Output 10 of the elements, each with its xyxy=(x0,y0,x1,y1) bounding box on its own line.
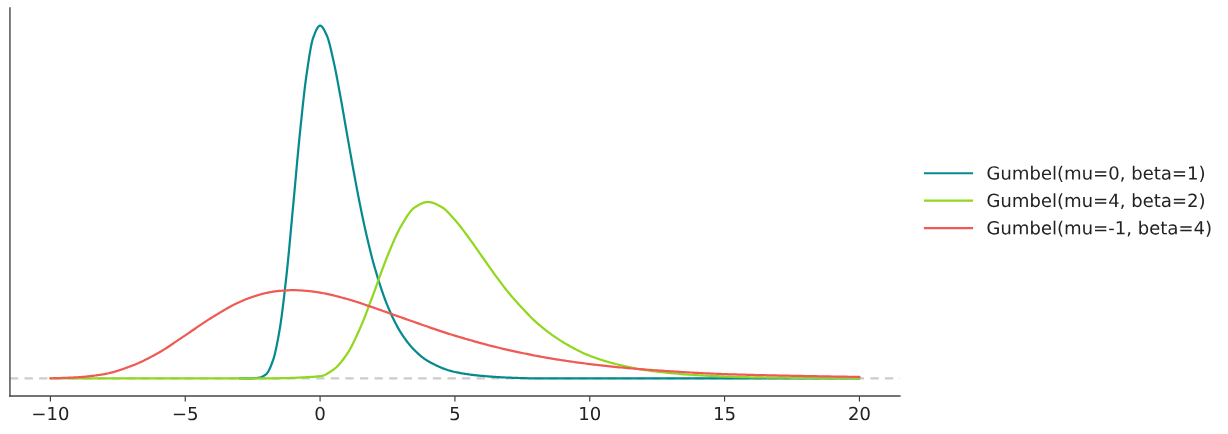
legend-label: Gumbel(mu=4, beta=2) xyxy=(987,193,1205,210)
x-tick-label: 10 xyxy=(580,406,601,421)
x-tick-label: −10 xyxy=(33,406,69,421)
x-tick-label: 0 xyxy=(315,406,325,421)
x-tick-label: 15 xyxy=(715,406,735,421)
legend-label: Gumbel(mu=-1, beta=4) xyxy=(987,220,1211,237)
x-tick-label: 5 xyxy=(450,406,460,421)
x-tick-label: 20 xyxy=(849,406,870,421)
x-tick-label: −5 xyxy=(173,406,197,421)
legend-label: Gumbel(mu=0, beta=1) xyxy=(987,165,1205,182)
